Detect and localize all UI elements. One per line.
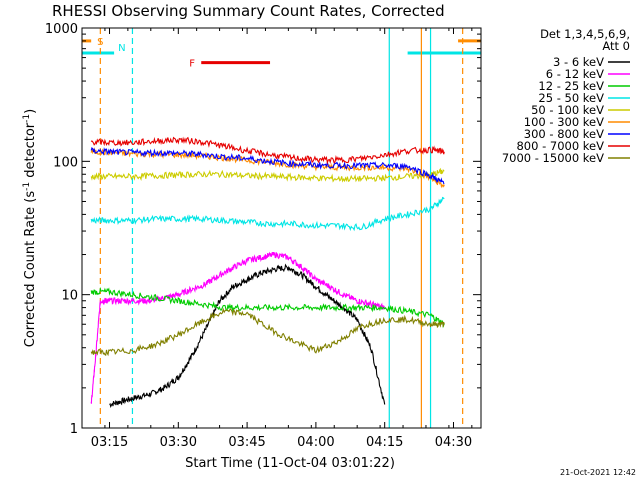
legend-label-7: 800 - 7000 keV bbox=[516, 139, 604, 153]
series-line-0 bbox=[109, 263, 386, 409]
detector-info-1: Att 0 bbox=[602, 39, 630, 53]
series-layer bbox=[90, 136, 445, 409]
y-tick-label-0: 1 bbox=[70, 422, 78, 437]
axis-ticks: 03:15 03:30 03:45 04:00 04:15 04:30 1 10 100 1000 bbox=[45, 22, 481, 450]
detector-info-0: Det 1,3,4,5,6,9, bbox=[540, 27, 630, 41]
x-tick-label-3: 04:00 bbox=[297, 435, 334, 450]
series-line-7 bbox=[90, 136, 445, 165]
y-tick-label-2: 100 bbox=[53, 155, 78, 170]
plot-frame bbox=[81, 27, 482, 429]
y-axis-label-main: Corrected Count Rate (s bbox=[23, 191, 38, 348]
y-tick-label-3: 1000 bbox=[45, 22, 78, 37]
legend-label-1: 6 - 12 keV bbox=[546, 67, 604, 81]
legend-label-8: 7000 - 15000 keV bbox=[502, 151, 604, 165]
chart-title: RHESSI Observing Summary Count Rates, Co… bbox=[52, 2, 445, 20]
y-axis-label-mid: detector bbox=[23, 122, 38, 182]
series-line-1 bbox=[90, 251, 386, 404]
legend-label-4: 50 - 100 keV bbox=[531, 103, 604, 117]
y-axis-label: Corrected Count Rate (s-1 detector-1) bbox=[22, 109, 38, 347]
legend-label-3: 25 - 50 keV bbox=[538, 91, 604, 105]
legend-label-0: 3 - 6 keV bbox=[553, 55, 604, 69]
series-line-6 bbox=[90, 147, 445, 185]
legend-label-2: 12 - 25 keV bbox=[538, 79, 604, 93]
x-tick-label-4: 04:15 bbox=[366, 435, 403, 450]
y-axis-label-sup2: -1 bbox=[22, 114, 32, 123]
y-axis-label-end: ) bbox=[23, 109, 38, 114]
x-tick-label-5: 04:30 bbox=[435, 435, 472, 450]
flag-label-N: N bbox=[118, 43, 125, 54]
series-line-4 bbox=[90, 167, 445, 183]
y-axis-label-sup1: -1 bbox=[22, 182, 32, 191]
series-line-3 bbox=[90, 196, 445, 232]
x-tick-label-0: 03:15 bbox=[91, 435, 128, 450]
legend-label-6: 300 - 800 keV bbox=[524, 127, 604, 141]
series-line-2 bbox=[90, 286, 445, 329]
legend-label-5: 100 - 300 keV bbox=[524, 115, 604, 129]
vertical-markers bbox=[99, 28, 464, 428]
x-tick-label-1: 03:30 bbox=[160, 435, 197, 450]
series-line-8 bbox=[90, 307, 445, 357]
footer-timestamp: 21-Oct-2021 12:42 bbox=[560, 468, 636, 477]
x-tick-label-2: 03:45 bbox=[228, 435, 265, 450]
y-tick-label-1: 10 bbox=[61, 289, 78, 304]
flag-label-F: F bbox=[189, 59, 195, 70]
x-axis-label: Start Time (11-Oct-04 03:01:22) bbox=[185, 456, 395, 471]
